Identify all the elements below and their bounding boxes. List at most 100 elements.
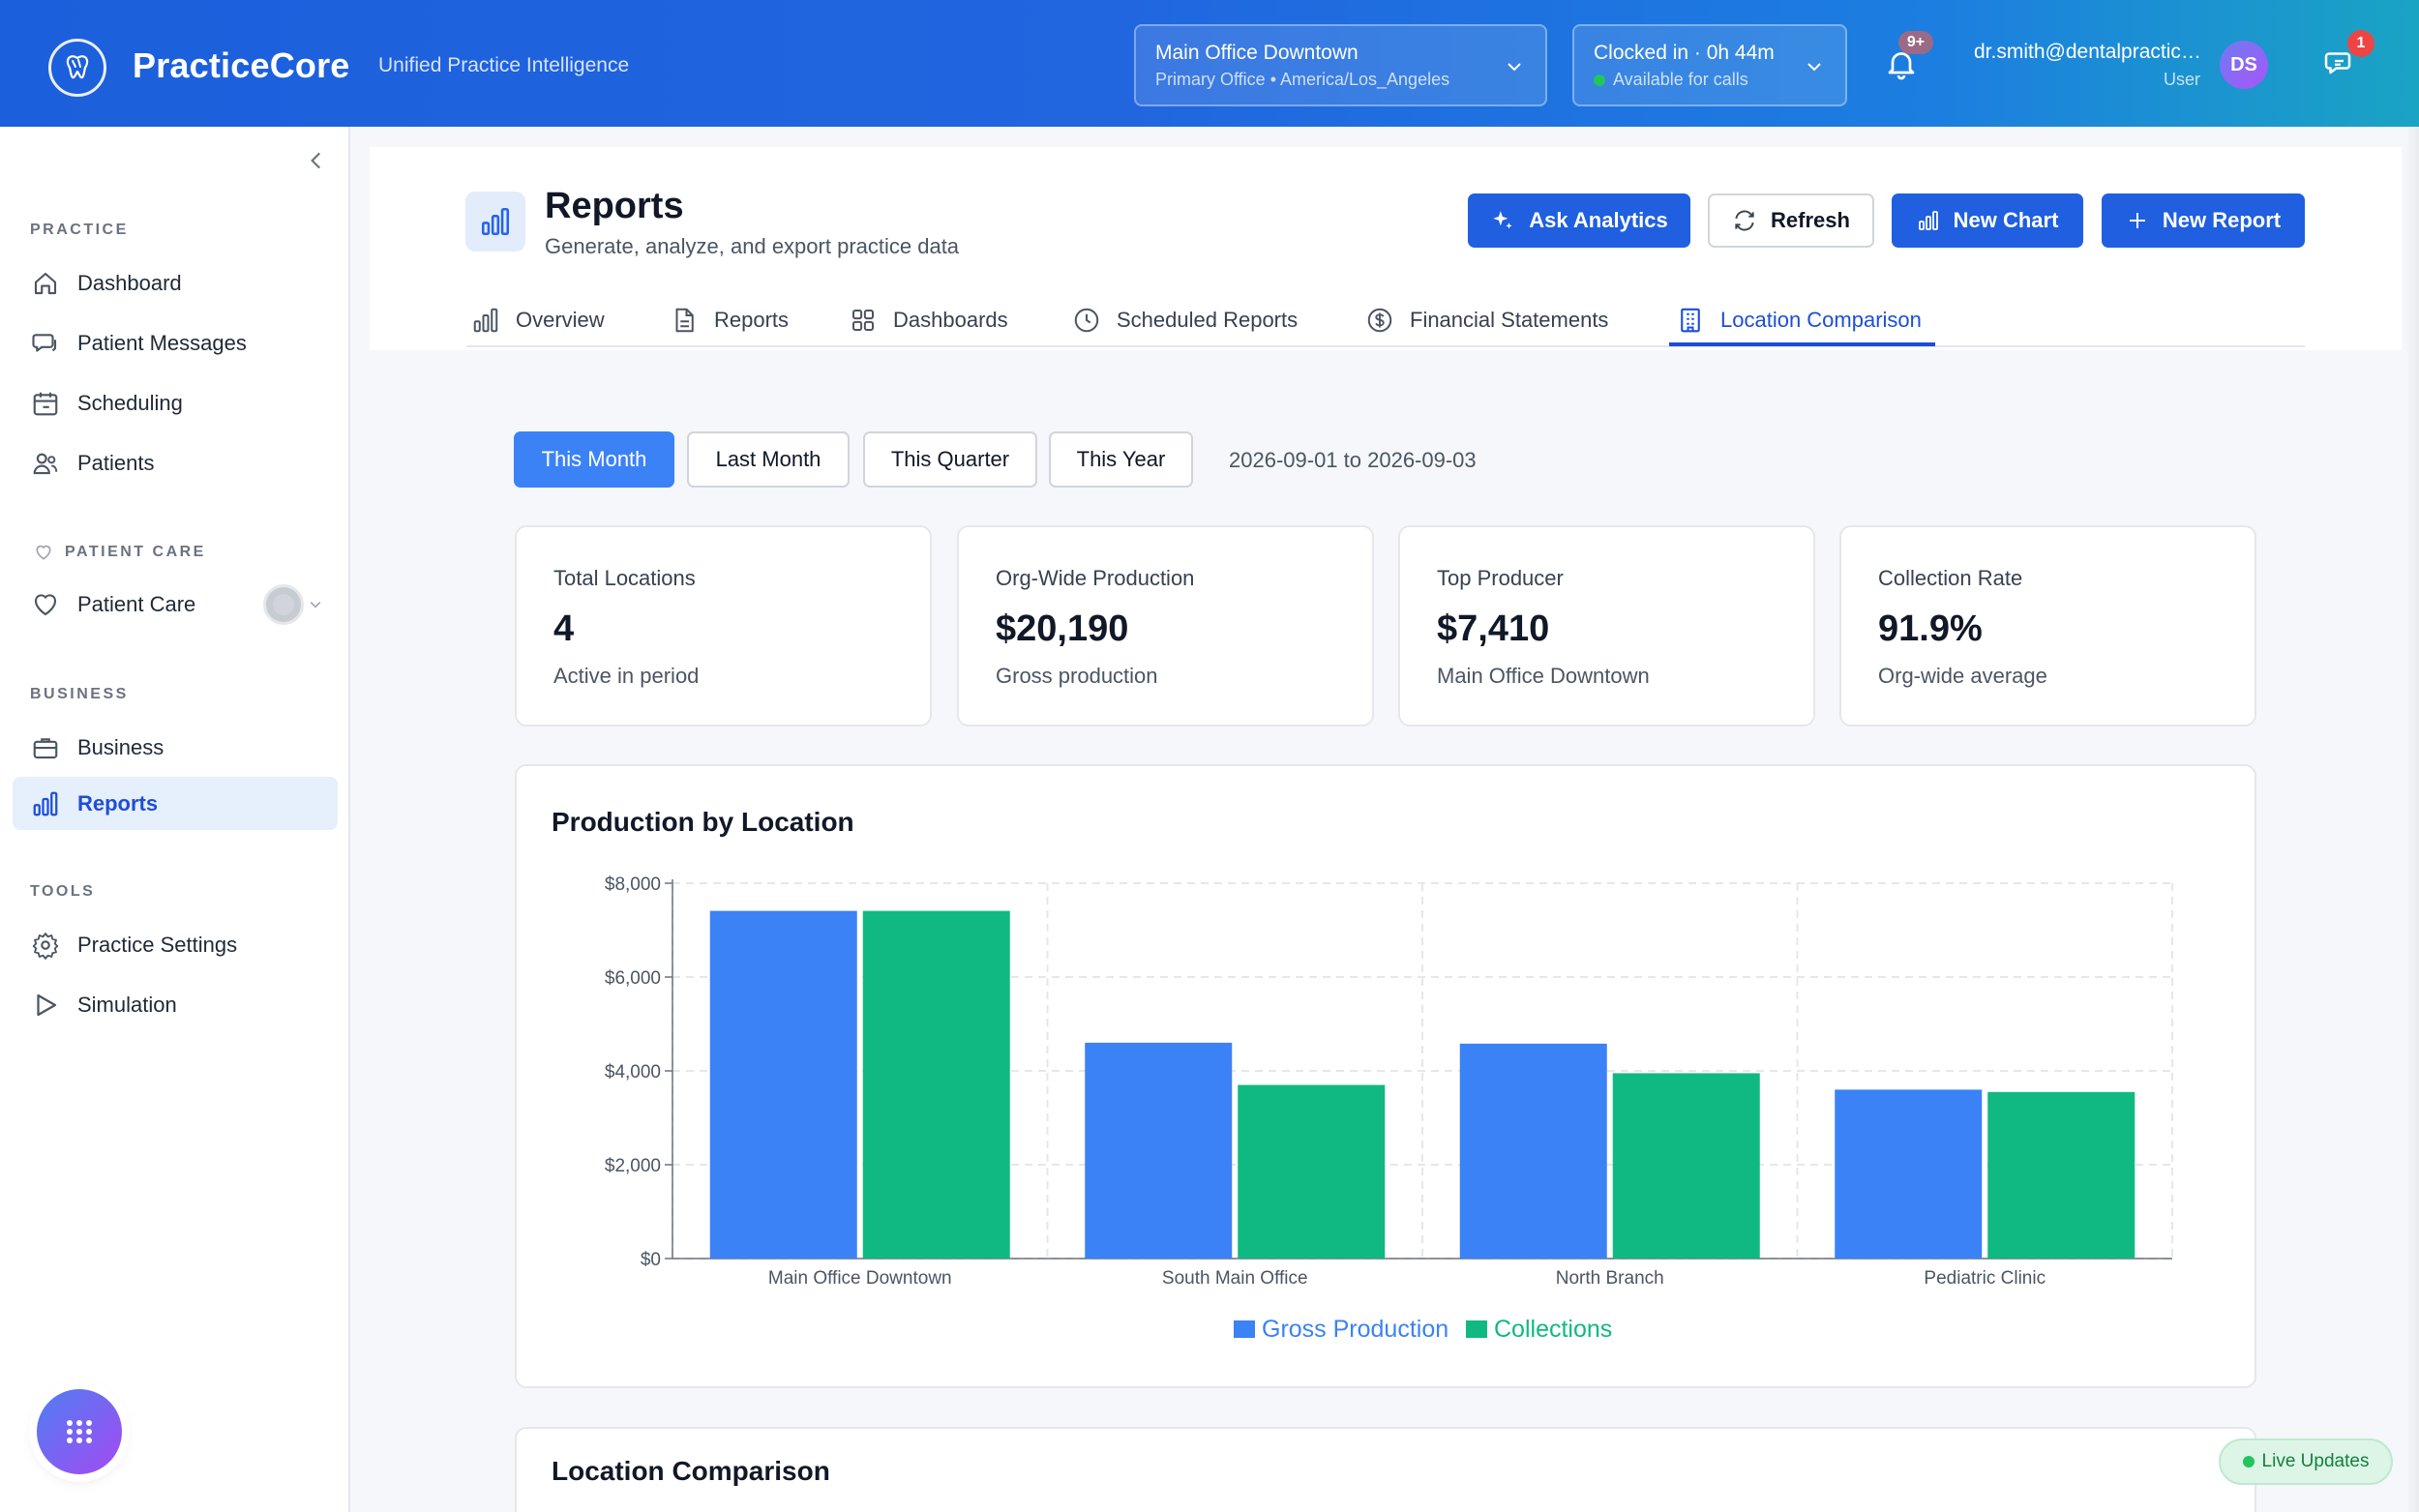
reports-header (370, 147, 2402, 350)
tab-financial-statements[interactable]: Financial Statements (1365, 296, 1608, 344)
heart-icon (34, 593, 57, 615)
document-icon (675, 308, 694, 333)
sparkle-icon (1493, 211, 1512, 229)
clock-status-selector[interactable]: Clocked in · 0h 44m Available for calls (1572, 24, 1847, 106)
bar-collections (1987, 1091, 2135, 1259)
sidebar-item-dashboard[interactable]: Dashboard (13, 256, 338, 310)
legend-label: Gross Production (1262, 1316, 1448, 1343)
bar-chart-icon (1918, 211, 1938, 230)
kpi-total-locations: Total Locations 4 Active in period (515, 525, 932, 726)
sidebar-item-practice-settings[interactable]: Practice Settings (13, 918, 338, 971)
y-tick-label: $4,000 (605, 1062, 661, 1082)
tab-location-comparison[interactable]: Location Comparison (1676, 296, 1922, 344)
kpi-top-producer: Top Producer $7,410 Main Office Downtown (1398, 525, 1815, 726)
kpi-subtext: Gross production (996, 664, 1158, 688)
chart-title: Production by Location (552, 807, 854, 837)
section-patient-care: PATIENT CARE (34, 543, 206, 562)
refresh-button[interactable]: Refresh (1708, 193, 1874, 248)
kpi-value: 91.9% (1878, 608, 1983, 649)
period-this-year-button[interactable]: This Year (1049, 431, 1193, 488)
sidebar-item-simulation[interactable]: Simulation (13, 978, 338, 1031)
bar-chart-icon (33, 791, 58, 815)
legend-swatch (1234, 1320, 1255, 1338)
notifications-badge: 9+ (1898, 31, 1933, 54)
grid-icon (852, 310, 874, 331)
available-dot (1594, 74, 1605, 86)
legend-swatch (1466, 1320, 1487, 1338)
chevron-down-icon[interactable] (308, 597, 323, 612)
location-comparison-title: Location Comparison (552, 1456, 830, 1486)
sidebar-item-patients[interactable]: Patients (13, 436, 338, 489)
avatar[interactable]: DS (2220, 41, 2268, 89)
section-tools: TOOLS (30, 883, 96, 900)
kpi-value: 4 (553, 608, 575, 649)
section-practice: PRACTICE (30, 222, 129, 238)
x-tick-label: North Branch (1556, 1268, 1664, 1289)
refresh-icon (1735, 210, 1754, 231)
sidebar-item-business[interactable]: Business (13, 721, 338, 774)
sidebar-item-patient-messages[interactable]: Patient Messages (13, 316, 338, 370)
brand-tagline: Unified Practice Intelligence (378, 54, 630, 76)
tab-overview[interactable]: Overview (471, 296, 605, 344)
chevron-down-icon (1508, 63, 1521, 72)
kpi-value: $7,410 (1437, 608, 1550, 649)
sidebar-item-scheduling[interactable]: Scheduling (13, 376, 338, 430)
dollar-icon (1367, 308, 1392, 333)
building-icon (1681, 308, 1700, 333)
users-icon (33, 453, 58, 474)
tab-reports[interactable]: Reports (670, 296, 789, 344)
bar-collections (862, 910, 1010, 1259)
bar-gross-production (1835, 1089, 1983, 1259)
scroll-edge (2405, 127, 2419, 1512)
sidebar-item-label: Patients (77, 450, 155, 475)
user-email[interactable]: dr.smith@dentalpractice.com (1974, 41, 2206, 63)
chat-bubbles-icon (2324, 52, 2351, 74)
gear-icon (32, 932, 59, 960)
y-tick-label: $0 (641, 1250, 661, 1270)
page-title: Reports (545, 186, 684, 226)
chevron-down-icon (1807, 63, 1821, 72)
patient-care-toggle[interactable] (263, 584, 304, 625)
location-selector[interactable]: Main Office Downtown Primary Office • Am… (1134, 24, 1547, 106)
new-chart-button[interactable]: New Chart (1892, 193, 2083, 248)
active-tab-indicator (1669, 342, 1935, 346)
period-this-quarter-button[interactable]: This Quarter (863, 431, 1037, 488)
tab-dashboards[interactable]: Dashboards (849, 296, 1008, 344)
live-updates-badge[interactable]: Live Updates (2219, 1438, 2393, 1485)
notifications-button[interactable] (1884, 46, 1919, 81)
kpi-label: Top Producer (1437, 566, 1564, 590)
sidebar-item-label: Patient Care (77, 591, 196, 616)
top-bar: PracticeCore Unified Practice Intelligen… (0, 0, 2419, 127)
bar-gross-production (1459, 1043, 1607, 1259)
kpi-subtext: Org-wide average (1878, 664, 2047, 688)
brand-name: PracticeCore (133, 45, 350, 85)
period-this-month-button[interactable]: This Month (514, 431, 674, 488)
sidebar-item-label: Dashboard (77, 270, 182, 295)
chat-icon (32, 333, 57, 352)
bar-gross-production (709, 910, 857, 1259)
tooth-logo-icon[interactable] (48, 39, 106, 97)
sidebar-item-patient-care[interactable]: Patient Care (13, 578, 245, 631)
sidebar-item-label: Reports (77, 790, 159, 815)
briefcase-icon (33, 737, 58, 758)
page-subtitle: Generate, analyze, and export practice d… (545, 234, 960, 258)
plus-icon (2129, 213, 2145, 228)
messages-button[interactable] (2322, 46, 2359, 81)
new-report-button[interactable]: New Report (2102, 193, 2305, 248)
x-tick-label: Pediatric Clinic (1924, 1268, 2046, 1289)
period-last-month-button[interactable]: Last Month (687, 431, 850, 488)
tab-scheduled-reports[interactable]: Scheduled Reports (1072, 296, 1298, 344)
x-tick-label: Main Office Downtown (768, 1268, 952, 1289)
bar-collections (1238, 1084, 1386, 1259)
collapse-sidebar-icon[interactable] (304, 148, 329, 173)
availability-status: Available for calls (1613, 70, 1748, 89)
app-launcher-button[interactable] (37, 1389, 122, 1474)
sidebar-item-label: Practice Settings (77, 932, 238, 957)
clock-icon (1074, 308, 1099, 333)
calendar-icon (33, 392, 58, 415)
kpi-subtext: Main Office Downtown (1437, 664, 1650, 688)
heart-icon (36, 545, 51, 560)
sidebar-item-reports[interactable]: Reports (13, 777, 338, 830)
ask-analytics-button[interactable]: Ask Analytics (1468, 193, 1690, 248)
clock-status: Clocked in · 0h 44m (1594, 42, 1775, 64)
